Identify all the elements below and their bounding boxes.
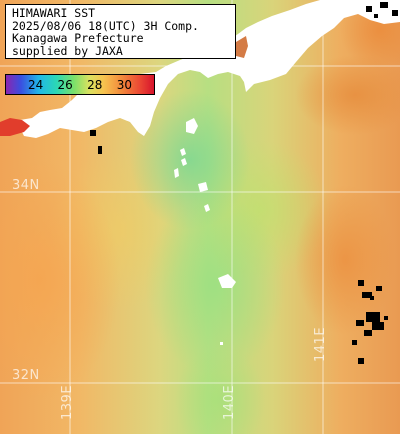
- lat-label-34n: 34N: [12, 178, 40, 193]
- sst-colorbar: 24 26 28 30: [5, 74, 155, 95]
- title-line-3: Kanagawa Prefecture: [12, 31, 144, 45]
- land-boso: [244, 56, 266, 82]
- no-data-clouds-east: [352, 280, 388, 364]
- land-orange-coast: [236, 36, 248, 58]
- island-aogashima: [220, 342, 223, 345]
- island-niijima: [174, 168, 179, 178]
- island-hachijojima: [218, 274, 236, 288]
- colorbar-tick-28: 28: [87, 78, 103, 92]
- land-mainland: [20, 0, 400, 138]
- title-box: HIMAWARI SST 2025/08/06 18(UTC) 3H Comp.…: [5, 4, 236, 59]
- island-miyakejima: [198, 182, 208, 192]
- lon-label-139e: 139E: [60, 384, 75, 420]
- lon-label-140e: 140E: [222, 384, 237, 420]
- colorbar-tick-30: 30: [116, 78, 133, 92]
- island-oshima: [186, 118, 198, 134]
- title-line-1: HIMAWARI SST: [12, 6, 96, 20]
- island-toshima: [180, 148, 186, 156]
- island-kozushima: [181, 158, 187, 166]
- land-red-coast: [0, 118, 30, 136]
- island-mikurajima: [204, 204, 210, 212]
- colorbar-tick-26: 26: [57, 78, 73, 92]
- lon-label-141e: 141E: [313, 326, 328, 362]
- no-data-clouds-north: [90, 2, 398, 154]
- lat-label-32n: 32N: [12, 368, 40, 383]
- colorbar-tick-24: 24: [27, 78, 44, 92]
- title-line-2: 2025/08/06 18(UTC) 3H Comp.: [12, 18, 199, 33]
- title-line-4: supplied by JAXA: [12, 43, 123, 58]
